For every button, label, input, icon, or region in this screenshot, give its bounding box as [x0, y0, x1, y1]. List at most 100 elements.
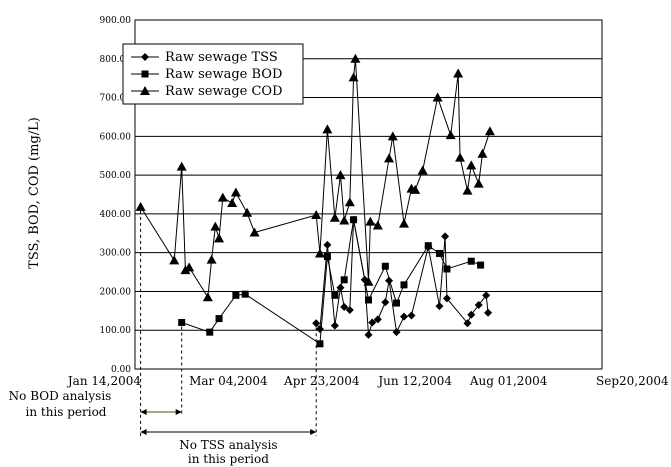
triangle-data-point — [227, 198, 238, 208]
triangle-data-point — [455, 152, 466, 162]
triangle-data-point — [214, 233, 225, 243]
axes: 0.00 100.00 200.00 300.00 400.00 500.00 600.00… — [66, 16, 669, 388]
triangle-data-point — [206, 254, 217, 264]
y-tick-label: 700.00 — [100, 94, 132, 104]
square-data-point — [215, 315, 223, 323]
triangle-data-point — [311, 210, 322, 220]
triangle-data-point — [417, 165, 428, 175]
diamond-data-point — [482, 291, 491, 300]
triangle-data-point — [210, 221, 221, 231]
diamond-data-point — [368, 318, 377, 327]
diamond-data-point — [484, 308, 493, 317]
bod-annotation-text: No BOD analysis — [9, 389, 112, 403]
plot-border — [134, 19, 603, 370]
square-data-point — [232, 291, 240, 299]
y-axis-label: TSS, BOD, COD (mg/L) — [27, 117, 42, 269]
triangle-data-point — [372, 220, 383, 230]
diamond-data-point — [340, 302, 349, 311]
triangle-data-point — [384, 153, 395, 163]
triangle-data-point — [135, 201, 146, 211]
square-data-point — [178, 318, 186, 326]
legend: Raw sewage TSS Raw sewage BOD Raw sewage C… — [122, 43, 304, 105]
triangle-data-point — [335, 170, 346, 180]
y-tick-label: 400.00 — [100, 210, 132, 220]
legend-label: Raw sewage TSS — [165, 50, 278, 65]
square-data-point — [381, 262, 389, 270]
tss-annotation-text: No TSS analysis — [179, 438, 277, 452]
triangle-data-point — [398, 218, 409, 228]
diamond-data-point — [315, 325, 324, 334]
diamond-data-point — [441, 232, 450, 241]
square-data-point — [206, 328, 214, 336]
diamond-data-point — [392, 328, 401, 337]
triangle-data-point — [387, 131, 398, 141]
x-tick-label: Jan 14,2004 — [66, 374, 141, 388]
diamond-data-point — [323, 240, 332, 249]
square-data-point — [331, 291, 339, 299]
bod-annotation-text: in this period — [25, 405, 106, 419]
triangle-data-point — [217, 192, 228, 202]
triangle-data-point — [477, 148, 488, 158]
y-tick-label: 600.00 — [100, 132, 132, 142]
triangle-data-point — [484, 126, 495, 136]
triangle-data-point — [344, 197, 355, 207]
x-tick-label: Jun 12,2004 — [376, 374, 452, 388]
y-tick-label: 500.00 — [100, 171, 132, 181]
x-tick-label: Mar 04,2004 — [189, 374, 268, 388]
square-data-point — [443, 265, 451, 273]
square-data-point — [350, 216, 358, 224]
y-tick-label: 200.00 — [100, 287, 132, 297]
legend-label: Raw sewage COD — [165, 84, 283, 99]
diamond-data-point — [435, 302, 444, 311]
triangle-data-point — [230, 187, 241, 197]
y-tick-label: 0.00 — [111, 365, 131, 375]
square-data-point — [467, 257, 475, 265]
triangle-data-point — [445, 130, 456, 140]
x-tick-label: Sep20,2004 — [596, 374, 669, 388]
arrow-head — [175, 409, 182, 415]
triangle-data-point — [365, 216, 376, 226]
arrow-head — [310, 429, 317, 435]
diamond-data-point — [474, 301, 483, 310]
square-data-point — [340, 276, 348, 284]
triangle-data-point — [350, 53, 361, 63]
triangle-data-point — [348, 72, 359, 82]
diamond-data-point — [312, 319, 321, 328]
tss-annotation-text: in this period — [188, 452, 269, 466]
diamond-data-point — [442, 294, 451, 303]
legend-marker — [141, 70, 149, 78]
y-tick-label: 100.00 — [100, 326, 132, 336]
y-tick-label: 800.00 — [100, 55, 132, 65]
arrow-head — [140, 429, 147, 435]
triangle-data-point — [410, 184, 421, 194]
square-data-point — [435, 249, 443, 257]
series — [135, 53, 495, 348]
triangle-data-point — [314, 248, 325, 258]
square-data-point — [365, 296, 372, 304]
diamond-data-point — [364, 330, 373, 339]
triangle-data-point — [322, 124, 333, 134]
square-data-point — [323, 253, 331, 261]
square-data-point — [393, 299, 401, 307]
diamond-data-point — [385, 276, 394, 285]
diamond-data-point — [373, 315, 382, 324]
diamond-data-point — [463, 319, 472, 328]
diamond-data-point — [399, 312, 408, 321]
diamond-data-point — [381, 298, 390, 307]
square-data-point — [241, 290, 249, 298]
diamond-data-point — [330, 321, 339, 330]
triangle-data-point — [169, 255, 180, 265]
triangle-data-point — [249, 227, 260, 237]
square-data-point — [400, 281, 408, 289]
square-data-point — [477, 261, 485, 269]
triangle-data-point — [339, 215, 350, 225]
x-tick-label: Apr 23,2004 — [283, 374, 360, 388]
triangle-data-point — [466, 160, 477, 170]
diamond-data-point — [407, 311, 416, 320]
triangle-data-point — [453, 68, 464, 78]
legend-marker — [141, 53, 149, 61]
legend-marker — [140, 86, 150, 95]
triangle-data-point — [329, 212, 340, 222]
